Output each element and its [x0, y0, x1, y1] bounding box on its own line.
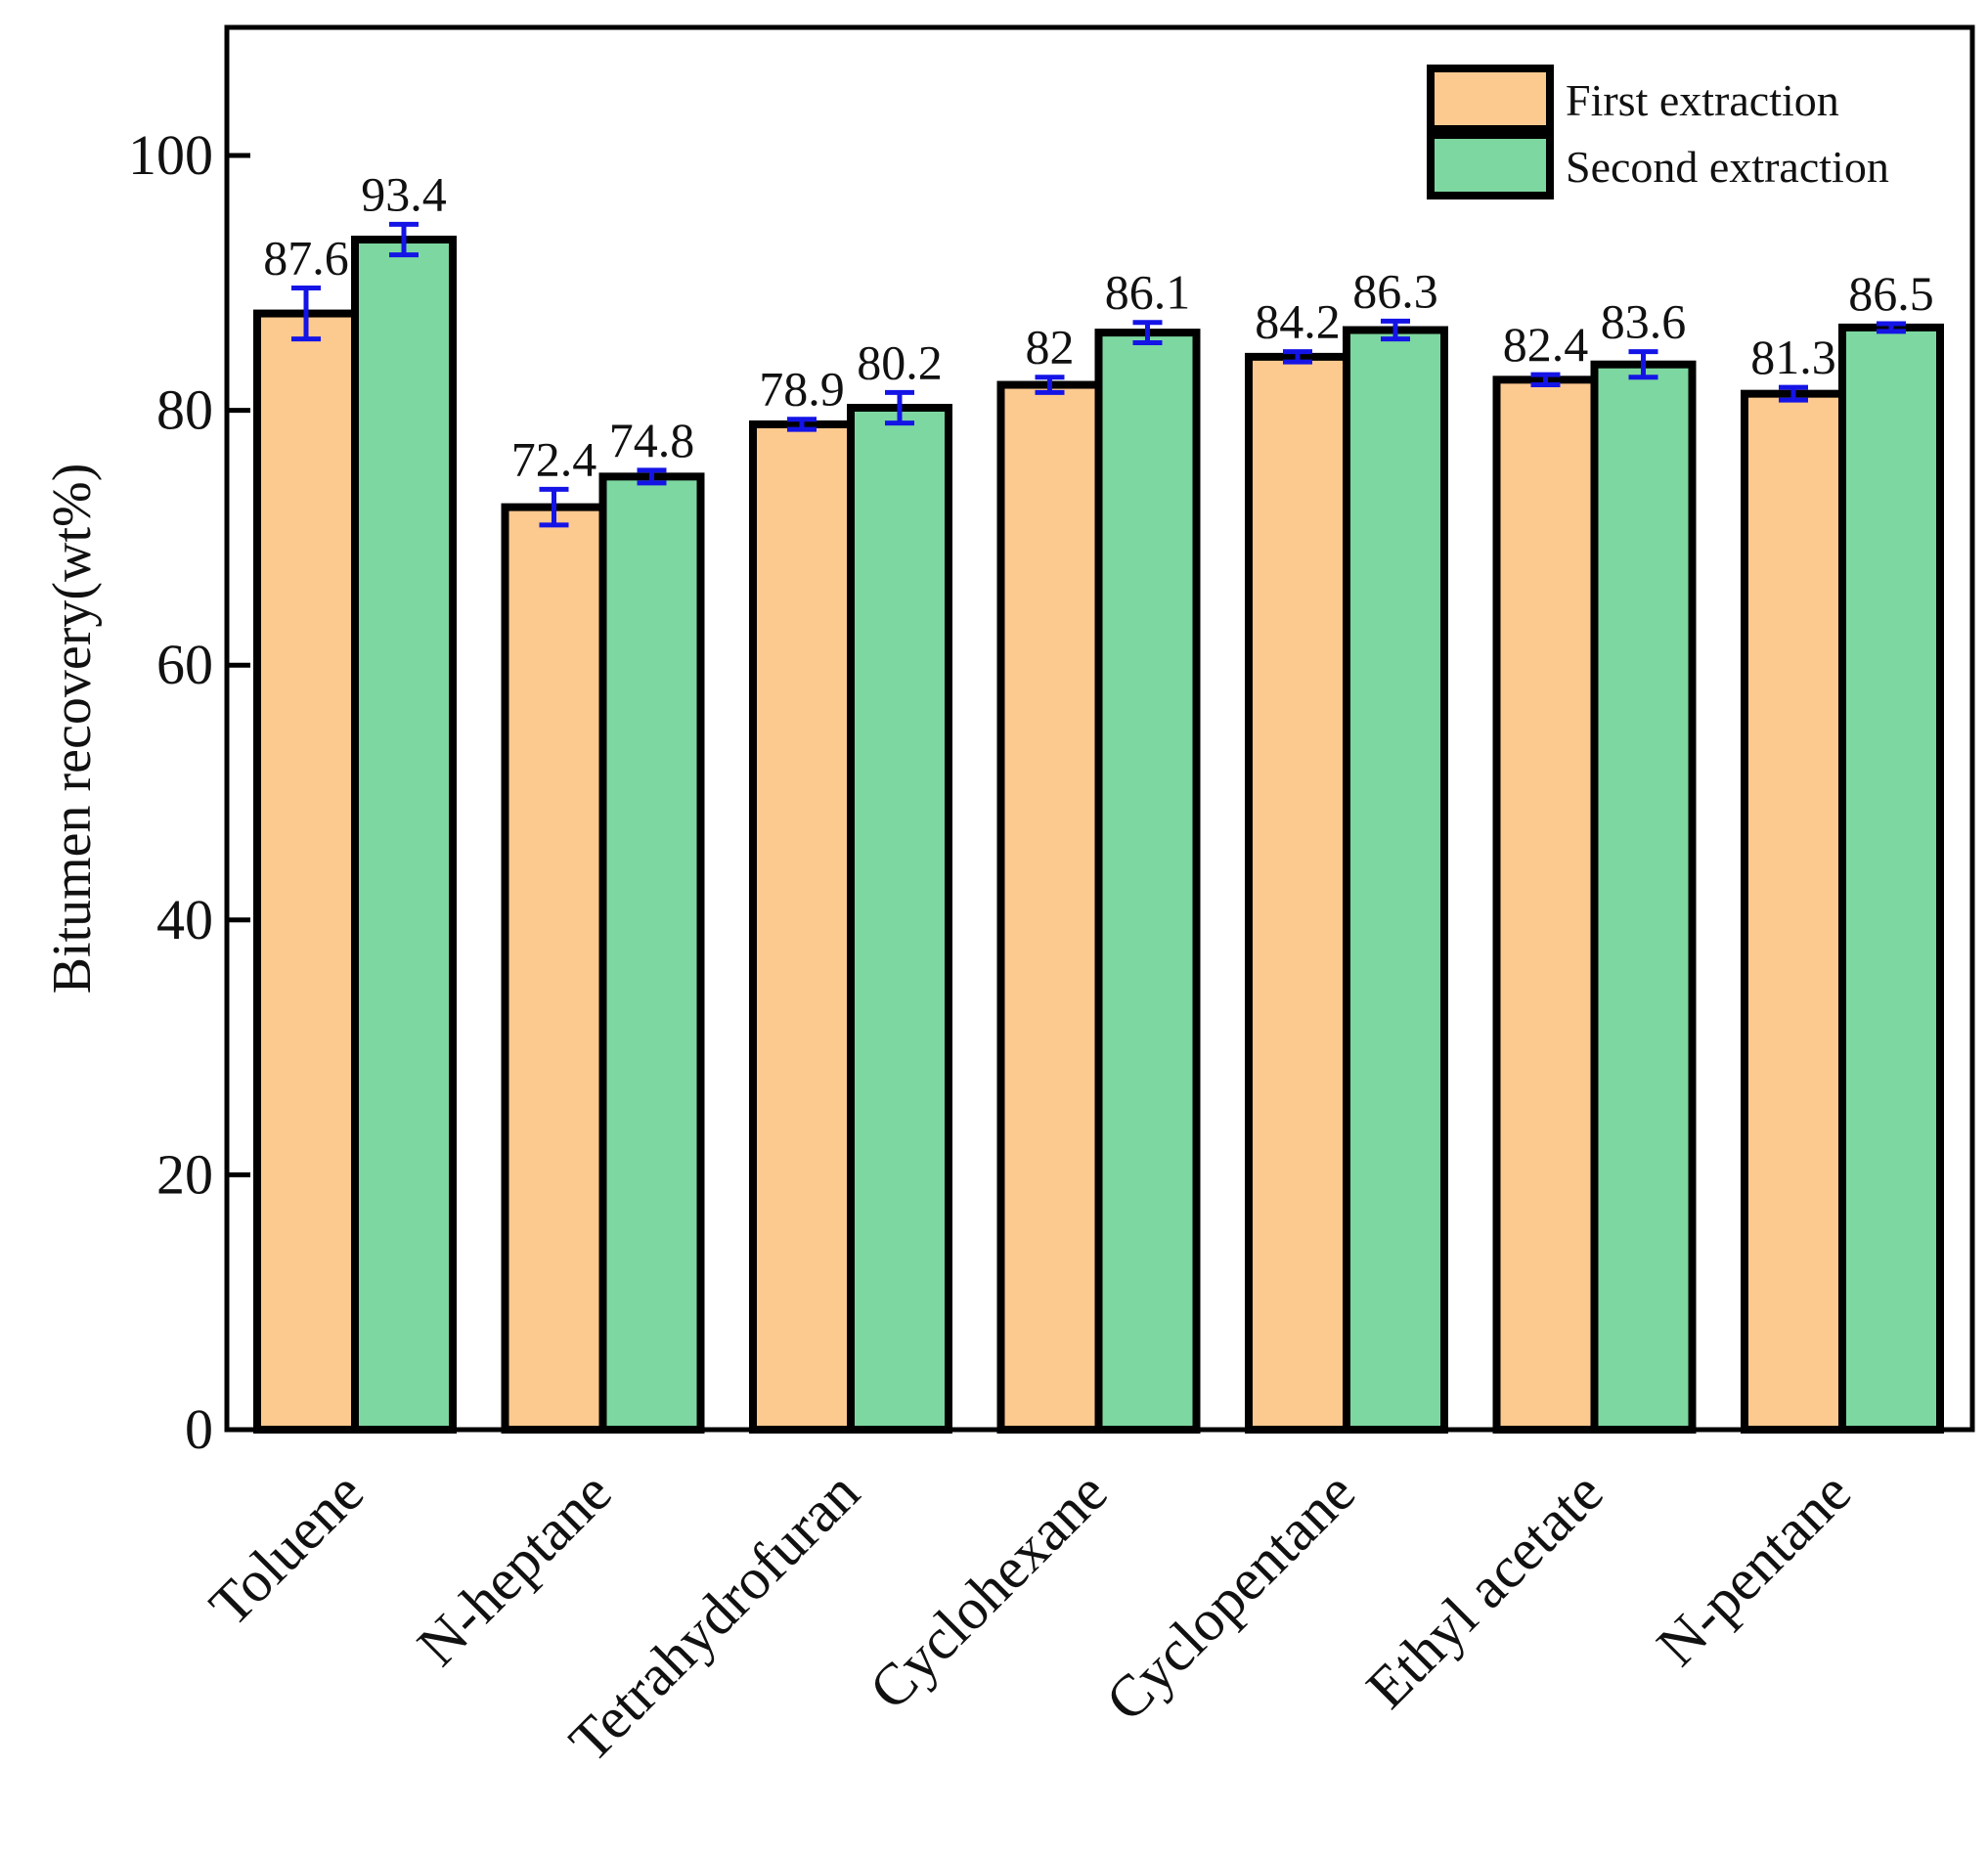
data-label: 86.3 [1352, 263, 1438, 318]
legend-label: First extraction [1566, 75, 1839, 125]
legend-swatch [1427, 65, 1554, 133]
bar-first-extraction [996, 380, 1103, 1434]
data-label: 93.4 [361, 166, 447, 221]
bar-first-extraction [253, 309, 359, 1434]
value-labels-layer: 87.693.4 72.4 74.8 78.9 80.2 82 86.1 84.286.3 82… [263, 166, 1934, 486]
data-label: 80.2 [857, 334, 943, 389]
legend-swatch [1427, 131, 1554, 199]
bar-first-extraction [501, 503, 607, 1434]
y-axis-label: Bitumen recovery(wt%) [42, 464, 103, 994]
bar-second-extraction [1094, 329, 1201, 1435]
data-label: 83.6 [1601, 294, 1687, 349]
y-tick-label: 100 [128, 123, 213, 187]
bar-first-extraction [1492, 376, 1599, 1434]
y-axis-ticks: 0 20 40 60 80 100 [128, 123, 250, 1461]
axes-layer [224, 24, 1975, 1433]
plot-frame [224, 24, 1975, 1433]
data-label: 86.5 [1848, 266, 1934, 321]
bar-second-extraction [351, 235, 457, 1434]
data-label: 72.4 [511, 431, 597, 486]
data-label: 87.6 [263, 231, 349, 286]
bar-first-extraction [1741, 389, 1846, 1434]
data-label: 84.2 [1255, 294, 1341, 349]
data-label: 78.9 [759, 362, 845, 417]
y-tick-label: 80 [156, 378, 213, 442]
y-tick-label: 20 [156, 1142, 213, 1206]
legend-label: Second extraction [1566, 142, 1889, 192]
data-label: 81.3 [1750, 330, 1836, 384]
data-label: 82 [1026, 320, 1075, 375]
bar-second-extraction [1590, 360, 1697, 1434]
error-bars-layer [291, 221, 1906, 528]
bar-second-extraction [1838, 323, 1944, 1434]
bar-second-extraction [1343, 326, 1448, 1434]
bar-second-extraction [598, 472, 705, 1434]
bar-second-extraction [847, 403, 952, 1434]
y-tick-label: 40 [156, 888, 213, 951]
data-label: 86.1 [1105, 265, 1191, 320]
data-label: 82.4 [1503, 317, 1589, 372]
y-tick-label: 0 [185, 1397, 213, 1461]
bar-first-extraction [1245, 352, 1350, 1434]
legend: First extraction Second extraction [1427, 65, 1889, 199]
y-tick-label: 60 [156, 633, 213, 696]
bars-layer [253, 235, 1944, 1435]
bar-first-extraction [749, 420, 855, 1435]
data-label: 74.8 [609, 413, 695, 467]
